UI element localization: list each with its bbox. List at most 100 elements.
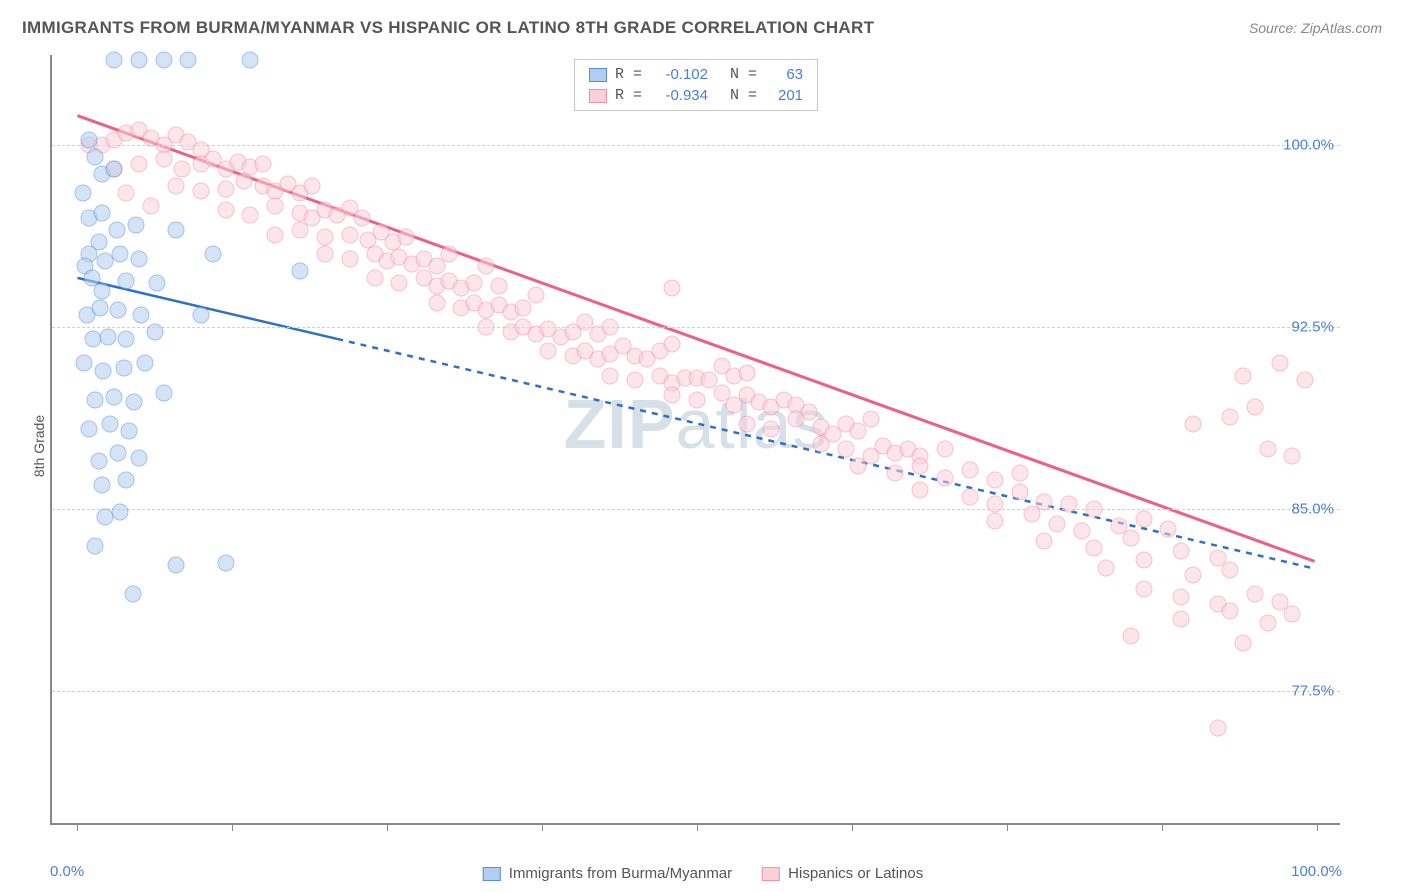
scatter-point-blue bbox=[112, 246, 129, 263]
scatter-point-blue bbox=[108, 221, 125, 238]
scatter-point-blue bbox=[76, 355, 93, 372]
scatter-point-pink bbox=[540, 343, 557, 360]
gridline bbox=[52, 691, 1340, 692]
y-tick-label: 85.0% bbox=[1291, 501, 1334, 518]
scatter-point-pink bbox=[1296, 372, 1313, 389]
scatter-point-pink bbox=[217, 180, 234, 197]
y-tick-label: 77.5% bbox=[1291, 683, 1334, 700]
scatter-point-blue bbox=[75, 185, 92, 202]
scatter-point-pink bbox=[664, 280, 681, 297]
scatter-point-pink bbox=[788, 411, 805, 428]
scatter-point-pink bbox=[961, 462, 978, 479]
scatter-point-blue bbox=[130, 450, 147, 467]
legend-swatch-pink bbox=[762, 867, 780, 881]
gridline bbox=[52, 509, 1340, 510]
scatter-point-blue bbox=[168, 221, 185, 238]
scatter-point-pink bbox=[738, 416, 755, 433]
gridline bbox=[52, 145, 1340, 146]
y-axis-label: 8th Grade bbox=[31, 415, 47, 477]
scatter-point-blue bbox=[92, 299, 109, 316]
scatter-point-blue bbox=[81, 132, 98, 149]
scatter-point-blue bbox=[115, 360, 132, 377]
scatter-point-pink bbox=[1160, 520, 1177, 537]
scatter-point-blue bbox=[99, 328, 116, 345]
x-axis-min-label: 0.0% bbox=[50, 863, 84, 880]
scatter-point-pink bbox=[428, 294, 445, 311]
scatter-point-pink bbox=[267, 197, 284, 214]
scatter-point-pink bbox=[763, 421, 780, 438]
scatter-point-pink bbox=[267, 226, 284, 243]
scatter-point-blue bbox=[93, 476, 110, 493]
scatter-point-pink bbox=[1259, 440, 1276, 457]
scatter-point-blue bbox=[130, 251, 147, 268]
scatter-point-blue bbox=[124, 586, 141, 603]
scatter-point-pink bbox=[1085, 540, 1102, 557]
legend-label-pink: Hispanics or Latinos bbox=[788, 865, 923, 882]
scatter-point-pink bbox=[130, 156, 147, 173]
scatter-point-pink bbox=[1135, 510, 1152, 527]
scatter-point-blue bbox=[94, 362, 111, 379]
scatter-point-pink bbox=[912, 457, 929, 474]
x-tick-mark bbox=[1317, 823, 1318, 831]
scatter-point-pink bbox=[626, 372, 643, 389]
scatter-point-pink bbox=[1234, 367, 1251, 384]
scatter-point-pink bbox=[366, 270, 383, 287]
scatter-point-blue bbox=[87, 149, 104, 166]
scatter-point-pink bbox=[689, 391, 706, 408]
scatter-point-pink bbox=[1247, 586, 1264, 603]
scatter-point-pink bbox=[316, 246, 333, 263]
x-tick-mark bbox=[1162, 823, 1163, 831]
plot-area: ZIPatlas R =-0.102N =63R =-0.934N =201 1… bbox=[50, 55, 1340, 825]
scatter-point-blue bbox=[155, 384, 172, 401]
scatter-point-blue bbox=[118, 472, 135, 489]
scatter-point-blue bbox=[192, 306, 209, 323]
y-tick-label: 92.5% bbox=[1291, 319, 1334, 336]
scatter-point-pink bbox=[602, 367, 619, 384]
scatter-point-blue bbox=[217, 554, 234, 571]
scatter-point-pink bbox=[143, 197, 160, 214]
scatter-point-blue bbox=[118, 331, 135, 348]
scatter-point-blue bbox=[242, 51, 259, 68]
x-axis-max-label: 100.0% bbox=[1291, 863, 1342, 880]
scatter-point-pink bbox=[236, 173, 253, 190]
scatter-point-pink bbox=[1048, 515, 1065, 532]
scatter-point-pink bbox=[738, 365, 755, 382]
scatter-point-pink bbox=[168, 178, 185, 195]
scatter-point-pink bbox=[664, 387, 681, 404]
scatter-point-pink bbox=[1284, 447, 1301, 464]
stats-legend-row: R =-0.934N =201 bbox=[589, 85, 803, 106]
scatter-point-pink bbox=[1123, 627, 1140, 644]
scatter-point-pink bbox=[1085, 501, 1102, 518]
scatter-point-pink bbox=[1172, 610, 1189, 627]
scatter-point-pink bbox=[316, 229, 333, 246]
stats-legend: R =-0.102N =63R =-0.934N =201 bbox=[574, 59, 818, 111]
scatter-point-blue bbox=[146, 323, 163, 340]
scatter-point-pink bbox=[837, 440, 854, 457]
scatter-point-pink bbox=[341, 226, 358, 243]
scatter-point-blue bbox=[91, 452, 108, 469]
scatter-point-blue bbox=[149, 275, 166, 292]
scatter-point-blue bbox=[93, 204, 110, 221]
scatter-point-pink bbox=[961, 489, 978, 506]
scatter-point-pink bbox=[1222, 408, 1239, 425]
scatter-point-pink bbox=[440, 246, 457, 263]
scatter-point-pink bbox=[242, 207, 259, 224]
scatter-point-blue bbox=[106, 51, 123, 68]
scatter-point-pink bbox=[850, 457, 867, 474]
scatter-point-pink bbox=[292, 221, 309, 238]
n-label: N = bbox=[730, 66, 757, 83]
scatter-point-blue bbox=[106, 161, 123, 178]
scatter-point-blue bbox=[109, 445, 126, 462]
scatter-point-pink bbox=[986, 496, 1003, 513]
scatter-point-pink bbox=[887, 464, 904, 481]
x-tick-mark bbox=[542, 823, 543, 831]
scatter-point-pink bbox=[1284, 605, 1301, 622]
scatter-point-pink bbox=[937, 440, 954, 457]
scatter-point-pink bbox=[155, 151, 172, 168]
scatter-point-blue bbox=[87, 537, 104, 554]
scatter-point-pink bbox=[986, 472, 1003, 489]
scatter-point-pink bbox=[1135, 552, 1152, 569]
x-tick-mark bbox=[697, 823, 698, 831]
r-label: R = bbox=[615, 87, 642, 104]
scatter-point-blue bbox=[112, 503, 129, 520]
